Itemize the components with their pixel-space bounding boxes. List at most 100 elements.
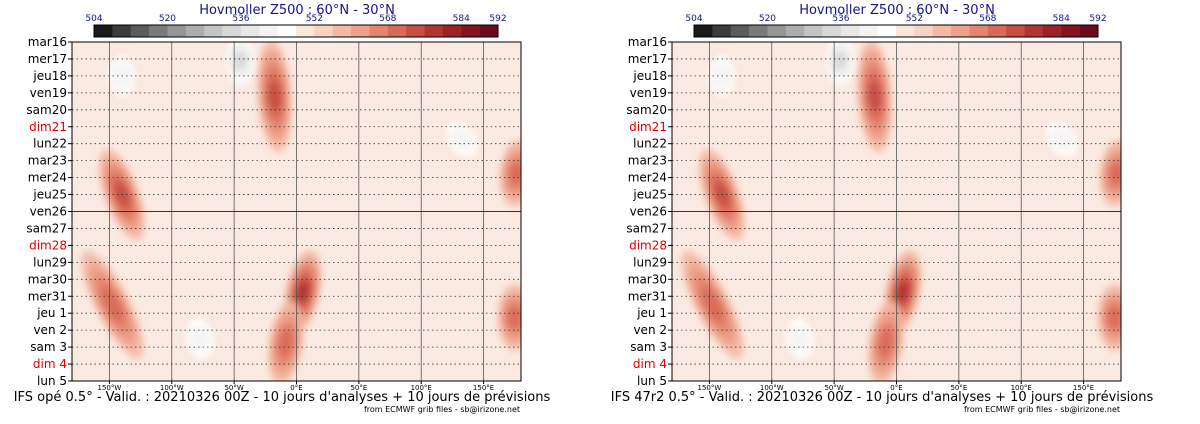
contour-band	[1107, 306, 1121, 329]
x-tick-label: 150°W	[98, 384, 122, 392]
contour-feature	[497, 284, 521, 351]
hovmoller-panel-ifs-47r2: Hovmoller Z500 : 60°N - 30°N 504 520 536 552…	[600, 0, 1200, 424]
contour-feature	[182, 309, 218, 368]
y-tick-label: jeu18	[632, 69, 667, 83]
contour-feature	[223, 42, 258, 92]
y-tick-label: sam20	[26, 103, 67, 117]
contour-band	[1108, 162, 1121, 185]
y-tick-label: ven26	[30, 205, 67, 219]
x-tick-label: 100°E	[411, 384, 432, 392]
contour-feature	[440, 114, 484, 165]
colorbar-swatch	[694, 25, 713, 37]
colorbar-swatch	[859, 25, 878, 37]
y-tick-label: sam27	[626, 221, 667, 235]
colorbar-swatch	[804, 25, 823, 37]
y-tick-label: dim28	[629, 238, 667, 252]
colorbar-swatch	[767, 25, 787, 37]
colorbar-tick-label: 552	[306, 14, 323, 24]
colorbar-tick-label: 568	[979, 14, 996, 24]
y-tick-label: jeu18	[32, 69, 67, 83]
y-tick-label: ven19	[630, 86, 667, 100]
colorbar-tick-label: 584	[453, 14, 470, 24]
y-tick-label: mer31	[28, 289, 67, 303]
contour-field	[681, 42, 1121, 381]
y-tick-label: mer17	[28, 52, 67, 66]
colorbar-swatch	[969, 25, 989, 37]
colorbar-swatch	[240, 25, 260, 37]
y-tick-label: ven26	[630, 205, 667, 219]
colorbar-swatch	[951, 25, 970, 37]
colorbar-swatch	[332, 25, 352, 37]
y-tick-label: jeu 1	[36, 306, 67, 320]
colorbar-swatch	[185, 25, 205, 37]
y-tick-label: sam27	[26, 221, 67, 235]
contour-band	[867, 80, 882, 112]
colorbar-swatch	[167, 25, 187, 37]
colorbar-swatch	[424, 25, 444, 37]
contour-blur-group	[81, 42, 521, 381]
contour-band	[190, 326, 209, 352]
chart-title: Hovmoller Z500 : 60°N - 30°N	[799, 3, 995, 18]
y-tick-label: mar16	[628, 35, 667, 49]
y-tick-label: dim21	[629, 120, 667, 134]
y-tick-label: lun 5	[37, 374, 67, 388]
colorbar-tick-label: 552	[906, 14, 923, 24]
contour-feature	[681, 251, 744, 359]
colorbar-swatch	[222, 25, 242, 37]
contour-band	[267, 80, 282, 112]
colorbar-swatch	[712, 25, 732, 37]
y-tick-label: mar23	[628, 154, 667, 168]
y-tick-label: lun29	[33, 255, 67, 269]
y-tick-label: lun29	[633, 255, 667, 269]
colorbar-swatch	[914, 25, 934, 37]
contour-feature	[868, 301, 904, 381]
x-tick-label: 0°E	[290, 384, 302, 392]
colorbar-tick-label: 568	[379, 14, 396, 24]
colorbar-swatch	[406, 25, 425, 37]
x-tick-label: 50°E	[350, 384, 367, 392]
y-tick-label: ven 2	[33, 323, 67, 337]
contour-blur-group	[681, 42, 1121, 381]
contour-feature	[1097, 284, 1121, 351]
hovmoller-panel-ifs-ope: Hovmoller Z500 : 60°N - 30°N 504 520 536 552…	[14, 3, 551, 414]
x-tick-label: 50°W	[224, 384, 243, 392]
colorbar-swatch	[1024, 25, 1044, 37]
colorbar-swatch	[987, 25, 1007, 37]
y-tick-label: lun 5	[637, 374, 667, 388]
y-tick-label: lun22	[33, 137, 67, 151]
colorbar-tick-label: 520	[759, 14, 776, 24]
contour-band	[507, 306, 521, 329]
y-tick-label: jeu 1	[636, 306, 667, 320]
contour-band	[278, 328, 294, 357]
colorbar-swatch	[1061, 25, 1080, 37]
colorbar-tick-label: 592	[1089, 14, 1106, 24]
chart-credit: from ECMWF grib files - sb@irizone.net	[364, 405, 520, 414]
x-tick-label: 0°E	[890, 384, 902, 392]
colorbar-tick-label: 520	[159, 14, 176, 24]
y-tick-label: jeu25	[32, 188, 67, 202]
y-tick-label: dim 4	[33, 357, 67, 371]
colorbar-tick-label: 504	[685, 14, 702, 24]
colorbar-tick-label: 504	[85, 14, 102, 24]
colorbar-swatch	[1006, 25, 1025, 37]
colorbar-swatch	[730, 25, 750, 37]
colorbar-swatch	[749, 25, 768, 37]
colorbar-swatch	[442, 25, 462, 37]
colorbar-swatch	[94, 25, 113, 37]
colorbar-swatch	[369, 25, 389, 37]
y-tick-label: mar30	[28, 272, 67, 286]
x-tick-label: 50°E	[950, 384, 967, 392]
contour-band	[233, 52, 248, 70]
contour-feature	[1040, 114, 1084, 165]
chart-title: Hovmoller Z500 : 60°N - 30°N	[199, 3, 395, 18]
x-tick-label: 150°E	[473, 384, 494, 392]
contour-feature	[81, 251, 144, 359]
colorbar-swatch	[149, 25, 168, 37]
contour-band	[508, 162, 521, 185]
x-tick-label: 150°E	[1073, 384, 1094, 392]
hovmoller-chart-ifs-ope: Hovmoller Z500 : 60°N - 30°N 504 520 536 552…	[14, 3, 551, 414]
contour-feature	[823, 42, 858, 92]
y-tick-label: dim21	[29, 120, 67, 134]
colorbar-swatch	[112, 25, 132, 37]
y-tick-label: mer31	[628, 289, 667, 303]
